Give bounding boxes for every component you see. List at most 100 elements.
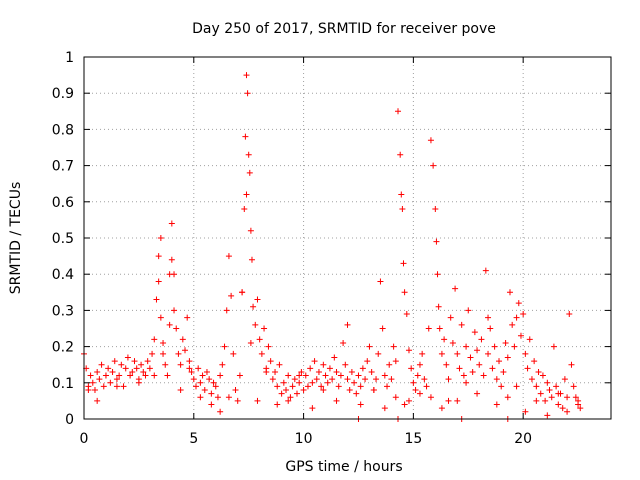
data-point (280, 379, 287, 386)
data-point (87, 372, 94, 379)
data-point (285, 397, 292, 404)
y-tick-label: 0 (65, 412, 74, 428)
data-point (296, 372, 303, 379)
data-point (441, 336, 448, 343)
data-point (433, 238, 440, 245)
data-point (528, 376, 535, 383)
axis-ticks: 00.10.20.30.40.50.60.70.80.910 5 10 15 20 (52, 50, 611, 447)
y-tick-label: 0.7 (52, 159, 74, 175)
data-point (171, 307, 178, 314)
data-point (463, 343, 470, 350)
data-point (438, 405, 445, 412)
data-point (388, 376, 395, 383)
data-point (432, 206, 439, 213)
data-point (331, 354, 338, 361)
data-point (458, 321, 465, 328)
data-point (348, 368, 355, 375)
data-point (232, 387, 239, 394)
data-point (296, 379, 303, 386)
data-point (375, 350, 382, 357)
data-point (116, 372, 123, 379)
data-point (278, 390, 285, 397)
data-point (357, 383, 364, 390)
data-point (315, 368, 322, 375)
data-point (208, 401, 215, 408)
data-point (416, 361, 423, 368)
data-point (423, 383, 430, 390)
data-point (416, 390, 423, 397)
data-point (377, 278, 384, 285)
data-point (263, 368, 270, 375)
data-point (390, 343, 397, 350)
data-point (430, 162, 437, 169)
data-point (487, 325, 494, 332)
data-point (379, 325, 386, 332)
data-point (219, 361, 226, 368)
data-point (151, 372, 158, 379)
data-point (225, 394, 232, 401)
data-point (208, 390, 215, 397)
data-point (559, 405, 566, 412)
data-point (164, 372, 171, 379)
data-point (129, 368, 136, 375)
data-point (337, 372, 344, 379)
data-point (140, 368, 147, 375)
data-point (252, 321, 259, 328)
data-point (577, 405, 584, 412)
data-point (434, 271, 441, 278)
data-point (539, 372, 546, 379)
data-point (265, 343, 272, 350)
data-point (340, 339, 347, 346)
data-point (542, 397, 549, 404)
data-point (496, 358, 503, 365)
data-point (250, 303, 257, 310)
data-point (449, 339, 456, 346)
data-point (526, 336, 533, 343)
data-point (298, 368, 305, 375)
data-point (397, 151, 404, 158)
data-point (489, 365, 496, 372)
data-point (564, 394, 571, 401)
data-point (313, 376, 320, 383)
data-point (309, 379, 316, 386)
data-point (368, 368, 375, 375)
data-point (381, 372, 388, 379)
data-point (177, 387, 184, 394)
data-point (344, 321, 351, 328)
data-point (386, 361, 393, 368)
data-point (474, 390, 481, 397)
data-point (564, 408, 571, 415)
data-point (272, 368, 279, 375)
data-point (362, 376, 369, 383)
data-point (155, 253, 162, 260)
data-point (236, 372, 243, 379)
data-point (243, 72, 250, 79)
data-point (537, 390, 544, 397)
data-point (285, 372, 292, 379)
data-point (302, 372, 309, 379)
data-point (177, 361, 184, 368)
data-point (135, 379, 142, 386)
data-point (445, 376, 452, 383)
data-point (460, 372, 467, 379)
data-point (100, 383, 107, 390)
data-point (504, 394, 511, 401)
data-point (436, 325, 443, 332)
data-point (575, 401, 582, 408)
data-point (246, 169, 253, 176)
data-point (184, 314, 191, 321)
data-point (283, 387, 290, 394)
data-point (498, 383, 505, 390)
data-point (107, 379, 114, 386)
data-point (384, 383, 391, 390)
data-point (405, 347, 412, 354)
data-point (517, 332, 524, 339)
data-point (509, 321, 516, 328)
data-point (370, 387, 377, 394)
data-point (570, 383, 577, 390)
data-point (199, 372, 206, 379)
data-point (188, 368, 195, 375)
data-point (465, 307, 472, 314)
data-point (478, 336, 485, 343)
x-axis-label: GPS time / hours (285, 459, 402, 475)
